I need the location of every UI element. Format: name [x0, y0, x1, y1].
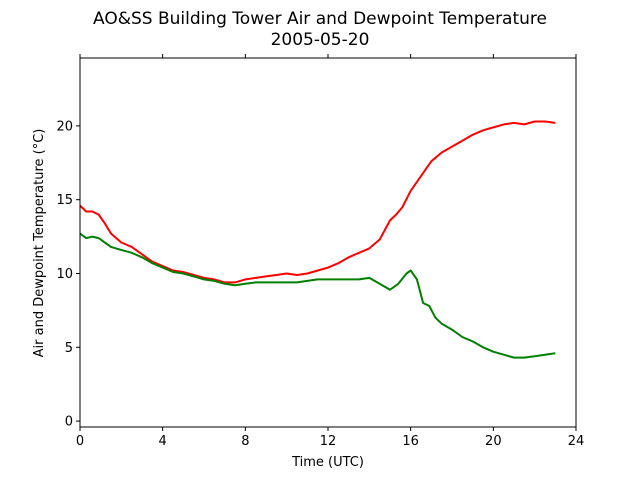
x-tick-label: 16: [402, 434, 419, 449]
x-tick-label: 4: [159, 434, 167, 449]
y-axis-label: Air and Dewpoint Temperature (°C): [32, 129, 47, 358]
series-line-0: [79, 120, 556, 284]
x-tick-label: 0: [76, 434, 84, 449]
x-tick-label: 12: [320, 434, 337, 449]
y-tick-label: 0: [65, 415, 73, 430]
x-axis-label: Time (UTC): [291, 455, 364, 470]
x-tick-label: 8: [241, 434, 249, 449]
chart-subtitle: 2005-05-20: [271, 30, 370, 50]
y-tick-label: 15: [56, 193, 73, 208]
y-tick-label: 10: [56, 267, 73, 282]
y-tick-label: 5: [65, 341, 73, 356]
y-tick-label: 20: [56, 119, 73, 134]
series-line-1: [79, 232, 556, 359]
plot-area: 0 4 8 12 16 20 24 0 5 10 15 20: [56, 54, 584, 449]
plot-frame: [79, 57, 577, 428]
x-tick-label: 24: [568, 434, 585, 449]
x-tick-label: 20: [485, 434, 502, 449]
chart-title: AO&SS Building Tower Air and Dewpoint Te…: [93, 9, 547, 29]
